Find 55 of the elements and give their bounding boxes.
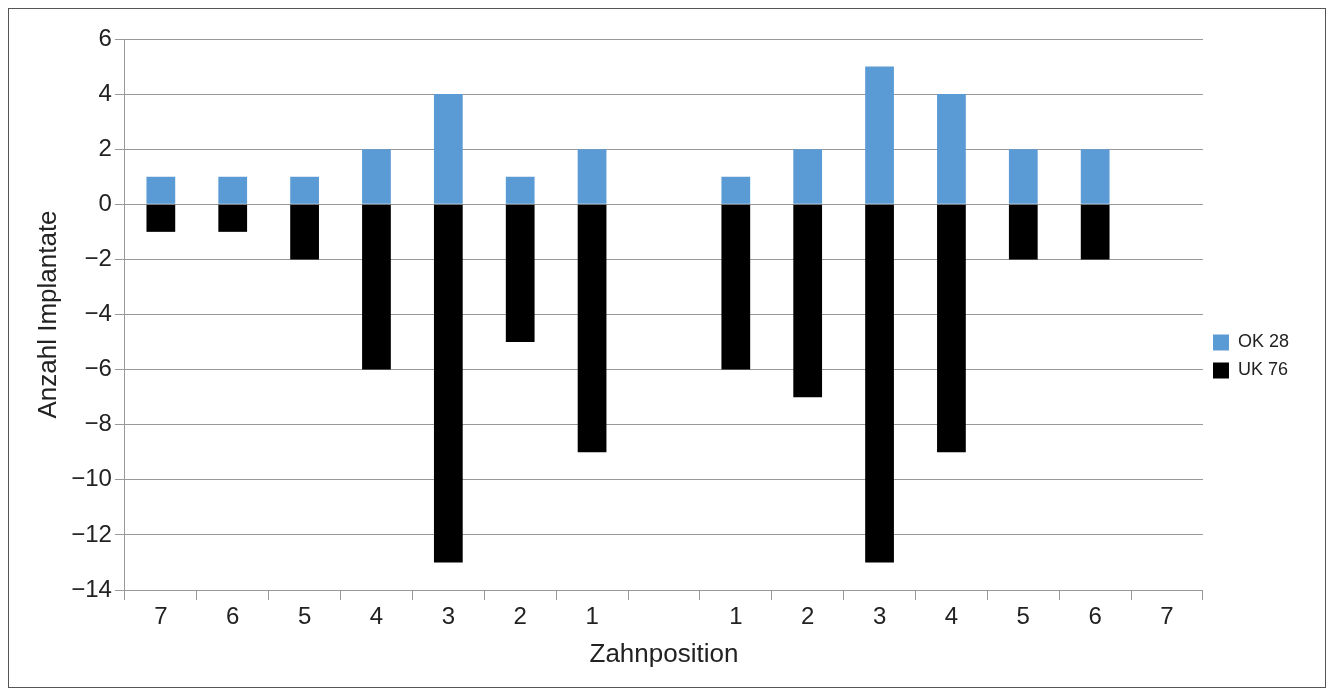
bar <box>146 176 176 204</box>
bar <box>577 149 607 204</box>
y-tick-label: 0 <box>98 188 112 216</box>
bar <box>433 204 463 563</box>
x-tick-label: 4 <box>369 602 384 630</box>
y-tick-label: −8 <box>84 409 112 437</box>
y-axis-title: Anzahl Implantate <box>31 210 62 419</box>
y-tick-label: 4 <box>98 78 112 106</box>
bar <box>218 204 248 232</box>
bar <box>865 204 894 563</box>
y-tick-label: 2 <box>98 133 112 161</box>
x-tick-label: 1 <box>585 602 599 630</box>
x-tick-label: 1 <box>729 602 743 630</box>
bar <box>433 94 463 204</box>
bar <box>721 204 751 370</box>
x-axis-title: Zahnposition <box>589 637 739 668</box>
x-tick-label: 4 <box>944 602 959 630</box>
x-tick-label: 6 <box>1088 602 1102 630</box>
y-tick-label: −12 <box>71 519 112 547</box>
bar <box>505 204 535 343</box>
y-tick-label: −10 <box>71 464 112 492</box>
bar <box>1080 204 1110 260</box>
y-tick-label: −6 <box>84 354 112 382</box>
x-tick-label: 5 <box>297 602 312 630</box>
bar <box>146 204 176 232</box>
bar <box>937 94 966 204</box>
x-tick-label: 3 <box>872 602 887 630</box>
bar <box>505 176 535 204</box>
bar <box>721 176 751 204</box>
x-tick-label: 6 <box>226 602 240 630</box>
legend-label: OK 28 <box>1237 331 1289 352</box>
bar <box>362 204 391 370</box>
bar <box>218 176 248 204</box>
bar <box>793 149 823 204</box>
y-tick-label: −4 <box>84 299 112 327</box>
x-tick-label: 7 <box>1160 602 1174 630</box>
bar <box>362 149 391 204</box>
x-tick-label: 2 <box>513 602 527 630</box>
bar <box>1008 204 1038 260</box>
bar <box>290 204 319 260</box>
x-tick-label: 2 <box>801 602 815 630</box>
y-tick-label: −14 <box>71 574 112 602</box>
bar <box>937 204 966 453</box>
x-tick-label: 7 <box>154 602 168 630</box>
bar <box>290 176 319 204</box>
bar <box>1080 149 1110 204</box>
bar <box>793 204 823 398</box>
y-tick-label: 6 <box>98 23 112 51</box>
bar <box>1008 149 1038 204</box>
legend-label: UK 76 <box>1237 359 1288 380</box>
x-tick-label: 3 <box>441 602 456 630</box>
x-tick-label: 5 <box>1016 602 1030 630</box>
bar <box>865 66 894 204</box>
y-tick-label: −2 <box>84 244 112 272</box>
bar <box>577 204 607 453</box>
